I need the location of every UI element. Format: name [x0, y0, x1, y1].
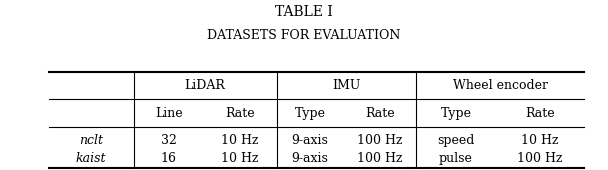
Text: LiDAR: LiDAR [185, 79, 226, 92]
Text: 16: 16 [161, 152, 177, 165]
Text: pulse: pulse [439, 152, 473, 165]
Text: DATASETS FOR EVALUATION: DATASETS FOR EVALUATION [207, 29, 401, 42]
Text: nclt: nclt [79, 134, 103, 147]
Text: TABLE I: TABLE I [275, 5, 333, 19]
Text: 9-axis: 9-axis [292, 134, 328, 147]
Text: 10 Hz: 10 Hz [521, 134, 558, 147]
Text: 100 Hz: 100 Hz [358, 134, 402, 147]
Text: 100 Hz: 100 Hz [358, 152, 402, 165]
Text: 10 Hz: 10 Hz [221, 134, 259, 147]
Text: 10 Hz: 10 Hz [221, 152, 259, 165]
Text: Type: Type [295, 107, 325, 120]
Text: Rate: Rate [226, 107, 255, 120]
Text: Rate: Rate [365, 107, 395, 120]
Text: 9-axis: 9-axis [292, 152, 328, 165]
Text: speed: speed [437, 134, 475, 147]
Text: Type: Type [441, 107, 471, 120]
Text: IMU: IMU [333, 79, 361, 92]
Text: kaist: kaist [76, 152, 106, 165]
Text: Line: Line [155, 107, 182, 120]
Text: Rate: Rate [525, 107, 554, 120]
Text: 32: 32 [161, 134, 177, 147]
Text: 100 Hz: 100 Hz [517, 152, 562, 165]
Text: Wheel encoder: Wheel encoder [452, 79, 548, 92]
